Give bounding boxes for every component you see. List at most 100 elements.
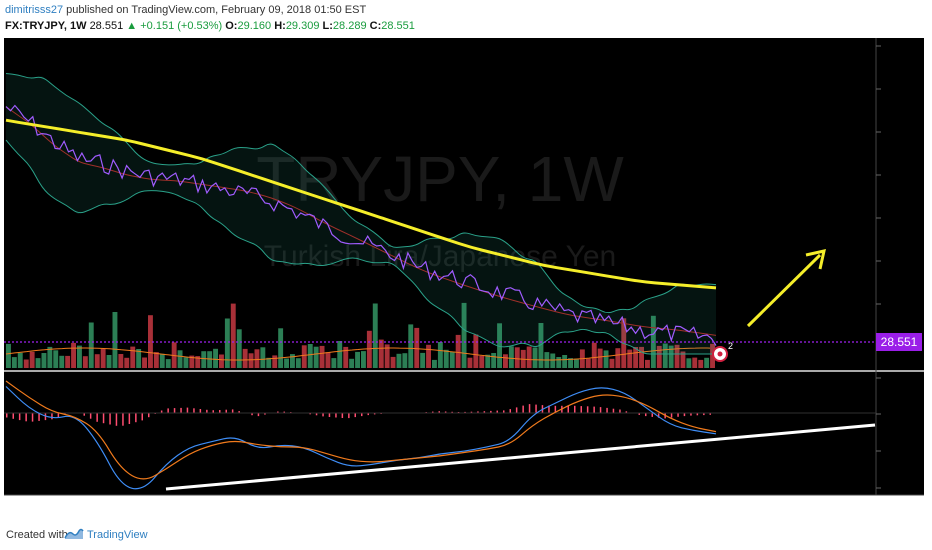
volume-bar (183, 357, 189, 368)
close-value: 28.551 (381, 20, 415, 32)
volume-bar (159, 353, 165, 368)
macd-hist-bar (115, 413, 118, 426)
volume-bar (426, 344, 431, 368)
macd-hist-bar (638, 413, 640, 415)
volume-bar (656, 345, 662, 368)
volume-bar (195, 356, 201, 368)
macd-hist-bar (586, 406, 589, 413)
volume-bar (390, 356, 396, 368)
macd-hist-bar (670, 413, 673, 418)
footer-tradingview-brand[interactable]: TradingView (87, 529, 148, 541)
macd-hist-bar (6, 413, 8, 418)
volume-bar (698, 359, 704, 368)
volume-bar (680, 351, 686, 368)
up-triangle-icon: ▲ (126, 20, 138, 32)
macd-hist-bar (160, 410, 163, 413)
macd-hist-bar (367, 413, 369, 416)
volume-bar (497, 323, 502, 368)
volume-bar (189, 355, 195, 368)
volume-bar (142, 357, 147, 368)
projection-arrow-head-icon (805, 249, 826, 270)
macd-hist-bar (38, 413, 40, 421)
volume-bar (408, 324, 414, 368)
volume-bar (437, 342, 443, 368)
volume-bar (704, 357, 710, 368)
macd-hist-bar (251, 413, 253, 416)
footer-created-with: Created with (6, 529, 68, 541)
macd-hist-bar (102, 413, 105, 424)
price-pane[interactable] (4, 38, 876, 370)
macd-pane[interactable] (4, 372, 876, 495)
volume-bar (290, 354, 295, 368)
macd-hist-bar (199, 409, 202, 413)
macd-support-trendline[interactable] (165, 423, 876, 491)
volume-bar (272, 355, 278, 368)
macd-hist-bar (470, 411, 473, 413)
macd-hist-bar (264, 413, 266, 415)
moving-average-line (5, 118, 717, 290)
macd-hist-bar (683, 413, 686, 417)
volume-bar (177, 350, 183, 368)
volume-bar (148, 315, 153, 368)
volume-bar (597, 348, 603, 368)
macd-hist-bar (148, 413, 150, 418)
volume-bar (230, 303, 236, 368)
volume-bar (53, 350, 59, 368)
macd-hist-bar (580, 406, 582, 413)
low-value: 28.289 (332, 20, 367, 32)
macd-hist-bar (96, 413, 98, 422)
volume-bar (6, 343, 11, 368)
macd-hist-bar (219, 410, 221, 413)
volume-bar (313, 346, 319, 368)
author-link[interactable]: dimitrisss27 (5, 4, 64, 16)
volume-bar (82, 356, 88, 368)
macd-hist-bar (444, 411, 447, 413)
symbol-legend: FX:TRYJPY, 1W 28.551 ▲ +0.151 (+0.53%) O… (5, 20, 415, 32)
macd-hist-bar (477, 411, 479, 413)
macd-hist-bar (128, 413, 131, 424)
macd-hist-bar (567, 405, 569, 413)
volume-bar (284, 358, 289, 368)
volume-bar (136, 349, 142, 368)
volume-bar (94, 354, 100, 368)
macd-hist-bar (438, 411, 440, 413)
last-price: 28.551 (89, 20, 124, 32)
macd-hist-bar (528, 404, 531, 413)
volume-bar (343, 346, 349, 368)
tradingview-logo-icon[interactable] (64, 527, 84, 541)
macd-hist-bar (625, 411, 628, 413)
volume-bar (686, 358, 692, 368)
chart-canvas[interactable]: TRYJPY, 1W Turkish Lira/Japanese Yen 28.… (0, 36, 932, 520)
volume-bar (112, 312, 118, 368)
volume-bar (118, 354, 124, 368)
volume-bar (41, 353, 47, 368)
macd-hist-bar (464, 411, 466, 413)
projection-arrow-shaft[interactable] (746, 253, 822, 328)
macd-hist-bar (135, 413, 137, 423)
volume-bar (88, 322, 94, 368)
macd-hist-bar (612, 408, 615, 413)
volume-bar (361, 351, 366, 368)
macd-hist-bar (522, 405, 524, 413)
macd-hist-bar (89, 413, 92, 419)
volume-bar (65, 355, 71, 368)
macd-hist-bar (709, 413, 711, 415)
high-label: H: (274, 20, 286, 32)
volume-bar (295, 358, 301, 368)
volume-bar (248, 353, 254, 368)
price-scale[interactable] (876, 38, 924, 370)
volume-bar (384, 344, 390, 368)
volume-bar (550, 353, 556, 368)
signal-line (5, 380, 717, 480)
volume-bar (508, 346, 514, 368)
volume-bar (47, 346, 53, 368)
symbol-name[interactable]: FX:TRYJPY, 1W (5, 20, 87, 32)
macd-scale-ticks (876, 377, 881, 489)
volume-bar (100, 348, 106, 368)
macd-scale[interactable] (876, 372, 924, 495)
volume-bar (668, 345, 674, 368)
macd-hist-bar (354, 413, 356, 418)
macd-hist-bar (109, 413, 111, 425)
watermark-symbol: TRYJPY, 1W (256, 143, 624, 215)
macd-hist-bar (341, 413, 344, 418)
